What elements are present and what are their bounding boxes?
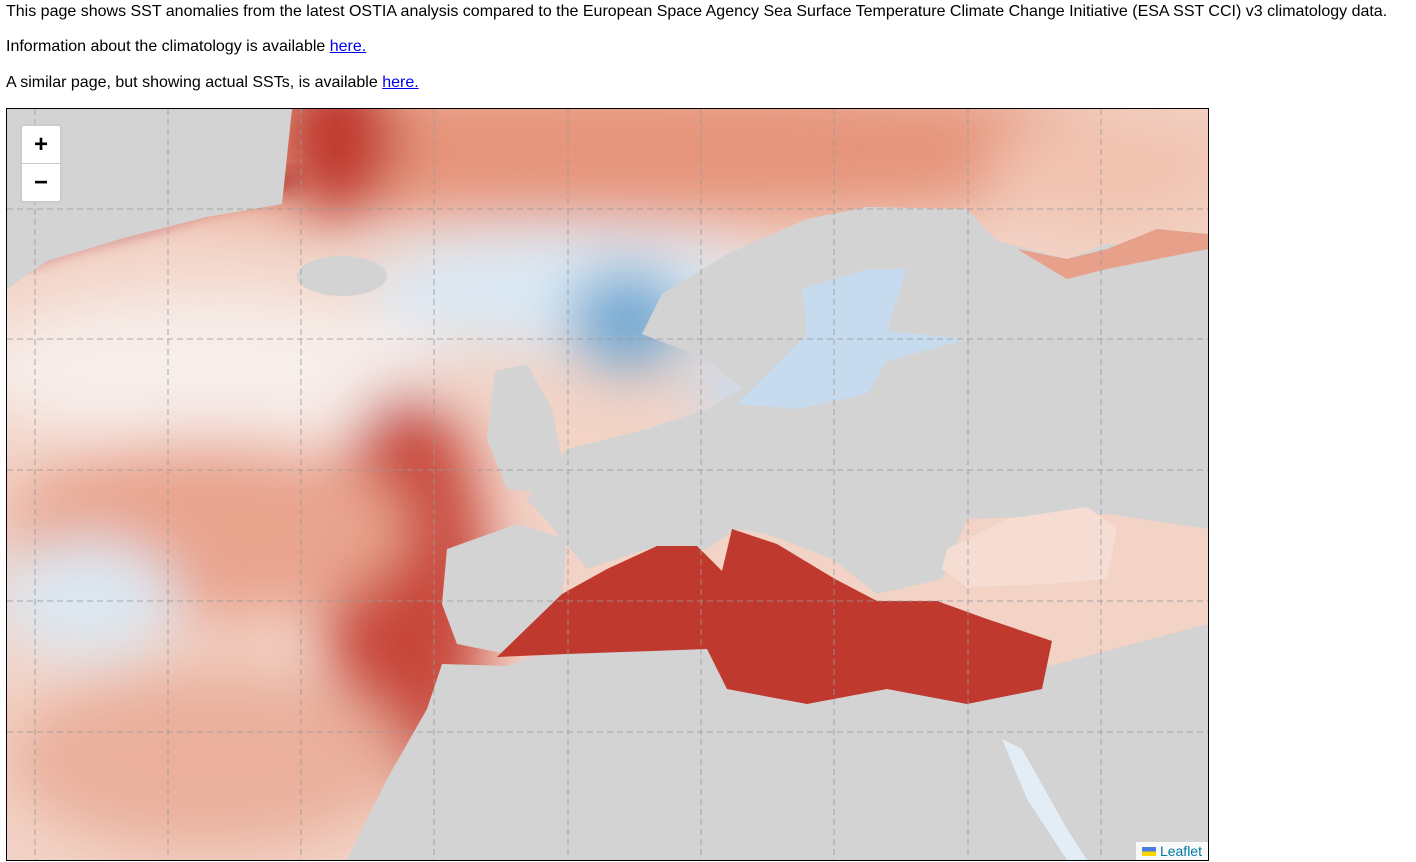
actual-sst-text: A similar page, but showing actual SSTs,… (6, 73, 419, 93)
text: This page shows SST anomalies from the l… (6, 3, 1388, 20)
map[interactable]: + − Leaflet (6, 108, 1209, 861)
link[interactable]: here. (382, 74, 419, 91)
zoom-out[interactable]: − (33, 169, 48, 196)
text: Information about the climatology is ava… (6, 38, 330, 55)
zoom-in[interactable]: + (22, 126, 60, 164)
attribution: Leaflet (1136, 842, 1208, 860)
graticule (7, 109, 1208, 860)
zoom-control: + − (20, 124, 62, 203)
intro-text: This page shows SST anomalies from the l… (6, 2, 1387, 22)
climatology-text: Information about the climatology is ava… (6, 37, 366, 57)
leaflet-link[interactable]: Leaflet (1159, 843, 1202, 859)
link[interactable]: here. (329, 38, 367, 55)
text: A similar page, but showing actual SSTs,… (6, 74, 383, 91)
map-image (7, 109, 1208, 860)
flag-icon (1142, 847, 1157, 856)
